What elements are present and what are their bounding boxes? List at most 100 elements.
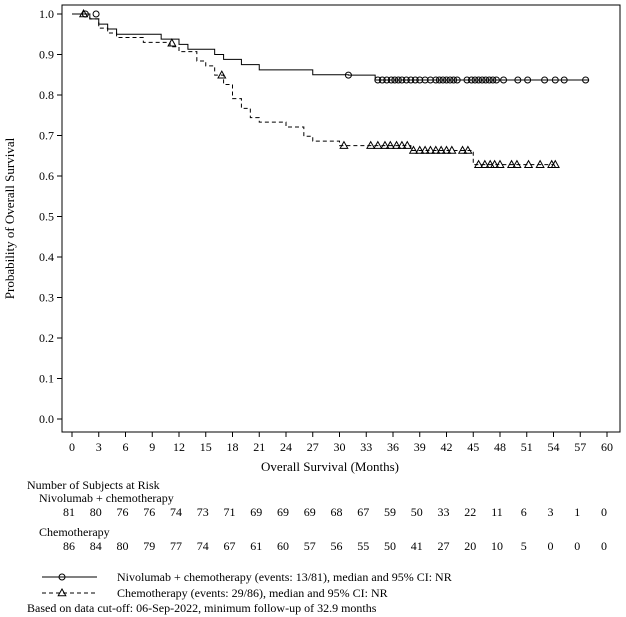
censor-mark-chemotherapy (420, 145, 430, 154)
legend-marker-nivolumab (58, 573, 66, 581)
risk-count-chemotherapy: 41 (411, 539, 423, 553)
censor-mark-nivolumab (453, 76, 461, 84)
censor-mark-chemotherapy (473, 159, 484, 168)
risk-count-nivolumab: 33 (438, 505, 450, 519)
censor-mark-chemotherapy (217, 70, 227, 79)
risk-count-chemotherapy: 50 (384, 539, 396, 553)
censor-mark-chemotherapy (431, 145, 441, 154)
censor-mark-chemotherapy (408, 145, 419, 154)
x-tick-label: 48 (494, 440, 506, 454)
censor-mark-chemotherapy (441, 145, 452, 154)
y-tick-label: 0.0 (39, 412, 54, 426)
x-tick-label: 27 (307, 440, 319, 454)
y-axis-label: Probability of Overall Survival (2, 137, 17, 299)
risk-count-nivolumab: 68 (331, 505, 343, 519)
censor-mark-nivolumab (478, 76, 486, 84)
x-tick-label: 0 (69, 440, 75, 454)
risk-count-chemotherapy: 86 (63, 539, 75, 553)
x-tick-label: 24 (280, 440, 292, 454)
risk-count-chemotherapy: 5 (521, 539, 527, 553)
censor-mark-nivolumab (463, 76, 471, 84)
x-tick-label: 54 (548, 440, 560, 454)
km-curve-nivolumab (72, 13, 590, 81)
y-tick-label: 0.8 (39, 88, 54, 102)
censor-mark-chemotherapy (485, 159, 495, 168)
censor-mark-nivolumab (344, 71, 352, 79)
y-tick-label: 0.4 (39, 250, 54, 264)
risk-count-nivolumab: 69 (250, 505, 262, 519)
risk-count-chemotherapy: 56 (331, 539, 343, 553)
y-tick-label: 0.6 (39, 169, 54, 183)
censor-mark-chemotherapy (425, 145, 436, 154)
censor-mark-nivolumab (541, 76, 549, 84)
footnote: Based on data cut-off: 06-Sep-2022, mini… (27, 601, 377, 615)
censor-mark-nivolumab (374, 76, 382, 84)
risk-table-title: Number of Subjects at Risk (27, 478, 160, 492)
km-curve-chemotherapy (72, 13, 554, 166)
censor-mark-chemotherapy (463, 145, 473, 154)
risk-count-nivolumab: 0 (601, 505, 607, 519)
risk-count-chemotherapy: 80 (117, 539, 129, 553)
risk-count-chemotherapy: 67 (224, 539, 236, 553)
x-tick-label: 15 (200, 440, 212, 454)
censor-mark-nivolumab (432, 76, 440, 84)
censor-mark-nivolumab (378, 76, 386, 84)
risk-count-nivolumab: 11 (491, 505, 503, 519)
risk-count-nivolumab: 73 (197, 505, 209, 519)
censor-mark-chemotherapy (391, 140, 402, 149)
x-tick-label: 21 (253, 440, 265, 454)
censor-mark-chemotherapy (550, 159, 560, 168)
risk-count-chemotherapy: 79 (143, 539, 155, 553)
x-tick-label: 51 (521, 440, 533, 454)
risk-count-nivolumab: 69 (304, 505, 316, 519)
x-axis-label: Overall Survival (Months) (261, 459, 399, 474)
risk-count-nivolumab: 81 (63, 505, 75, 519)
censor-mark-nivolumab (489, 76, 497, 84)
y-tick-label: 0.5 (39, 210, 54, 224)
censor-mark-chemotherapy (489, 159, 500, 168)
risk-count-chemotherapy: 0 (574, 539, 580, 553)
censor-mark-nivolumab (426, 76, 434, 84)
censor-mark-chemotherapy (495, 159, 505, 168)
risk-group-label-nivolumab: Nivolumab + chemotherapy (39, 491, 174, 505)
censor-mark-nivolumab (524, 76, 532, 84)
censor-mark-nivolumab (387, 76, 395, 84)
censor-mark-nivolumab (411, 76, 419, 84)
censor-mark-chemotherapy (339, 140, 349, 149)
risk-count-nivolumab: 22 (464, 505, 476, 519)
censor-mark-nivolumab (92, 10, 100, 18)
legend-label-nivolumab: Nivolumab + chemotherapy (events: 13/81)… (117, 570, 452, 584)
censor-mark-nivolumab (443, 76, 450, 84)
censor-mark-nivolumab (439, 76, 447, 84)
legend-marker-chemotherapy (57, 587, 67, 597)
risk-count-nivolumab: 59 (384, 505, 396, 519)
risk-count-nivolumab: 3 (548, 505, 554, 519)
y-tick-label: 0.7 (39, 129, 54, 143)
legend-label-chemotherapy: Chemotherapy (events: 29/86), median and… (117, 586, 388, 600)
x-tick-label: 33 (360, 440, 372, 454)
censor-mark-nivolumab (492, 76, 500, 84)
risk-count-nivolumab: 6 (521, 505, 527, 519)
y-tick-label: 0.2 (39, 331, 54, 345)
censor-mark-nivolumab (407, 76, 415, 84)
censor-mark-nivolumab (475, 76, 483, 84)
censor-mark-nivolumab (421, 76, 429, 84)
censor-mark-nivolumab (485, 76, 493, 84)
risk-group-label-chemotherapy: Chemotherapy (39, 525, 110, 539)
risk-count-nivolumab: 69 (277, 505, 289, 519)
censor-mark-nivolumab (551, 76, 559, 84)
plot-frame (61, 4, 621, 433)
censor-mark-nivolumab (471, 76, 479, 84)
censor-mark-chemotherapy (457, 145, 468, 154)
risk-count-chemotherapy: 61 (250, 539, 262, 553)
risk-count-chemotherapy: 55 (357, 539, 369, 553)
risk-count-nivolumab: 80 (90, 505, 102, 519)
censor-mark-nivolumab (450, 76, 458, 84)
x-tick-label: 39 (414, 440, 426, 454)
risk-count-chemotherapy: 84 (90, 539, 102, 553)
x-tick-label: 36 (387, 440, 399, 454)
censor-mark-chemotherapy (436, 145, 446, 154)
y-tick-label: 0.9 (39, 48, 54, 62)
risk-count-nivolumab: 76 (143, 505, 155, 519)
x-tick-label: 3 (96, 440, 102, 454)
